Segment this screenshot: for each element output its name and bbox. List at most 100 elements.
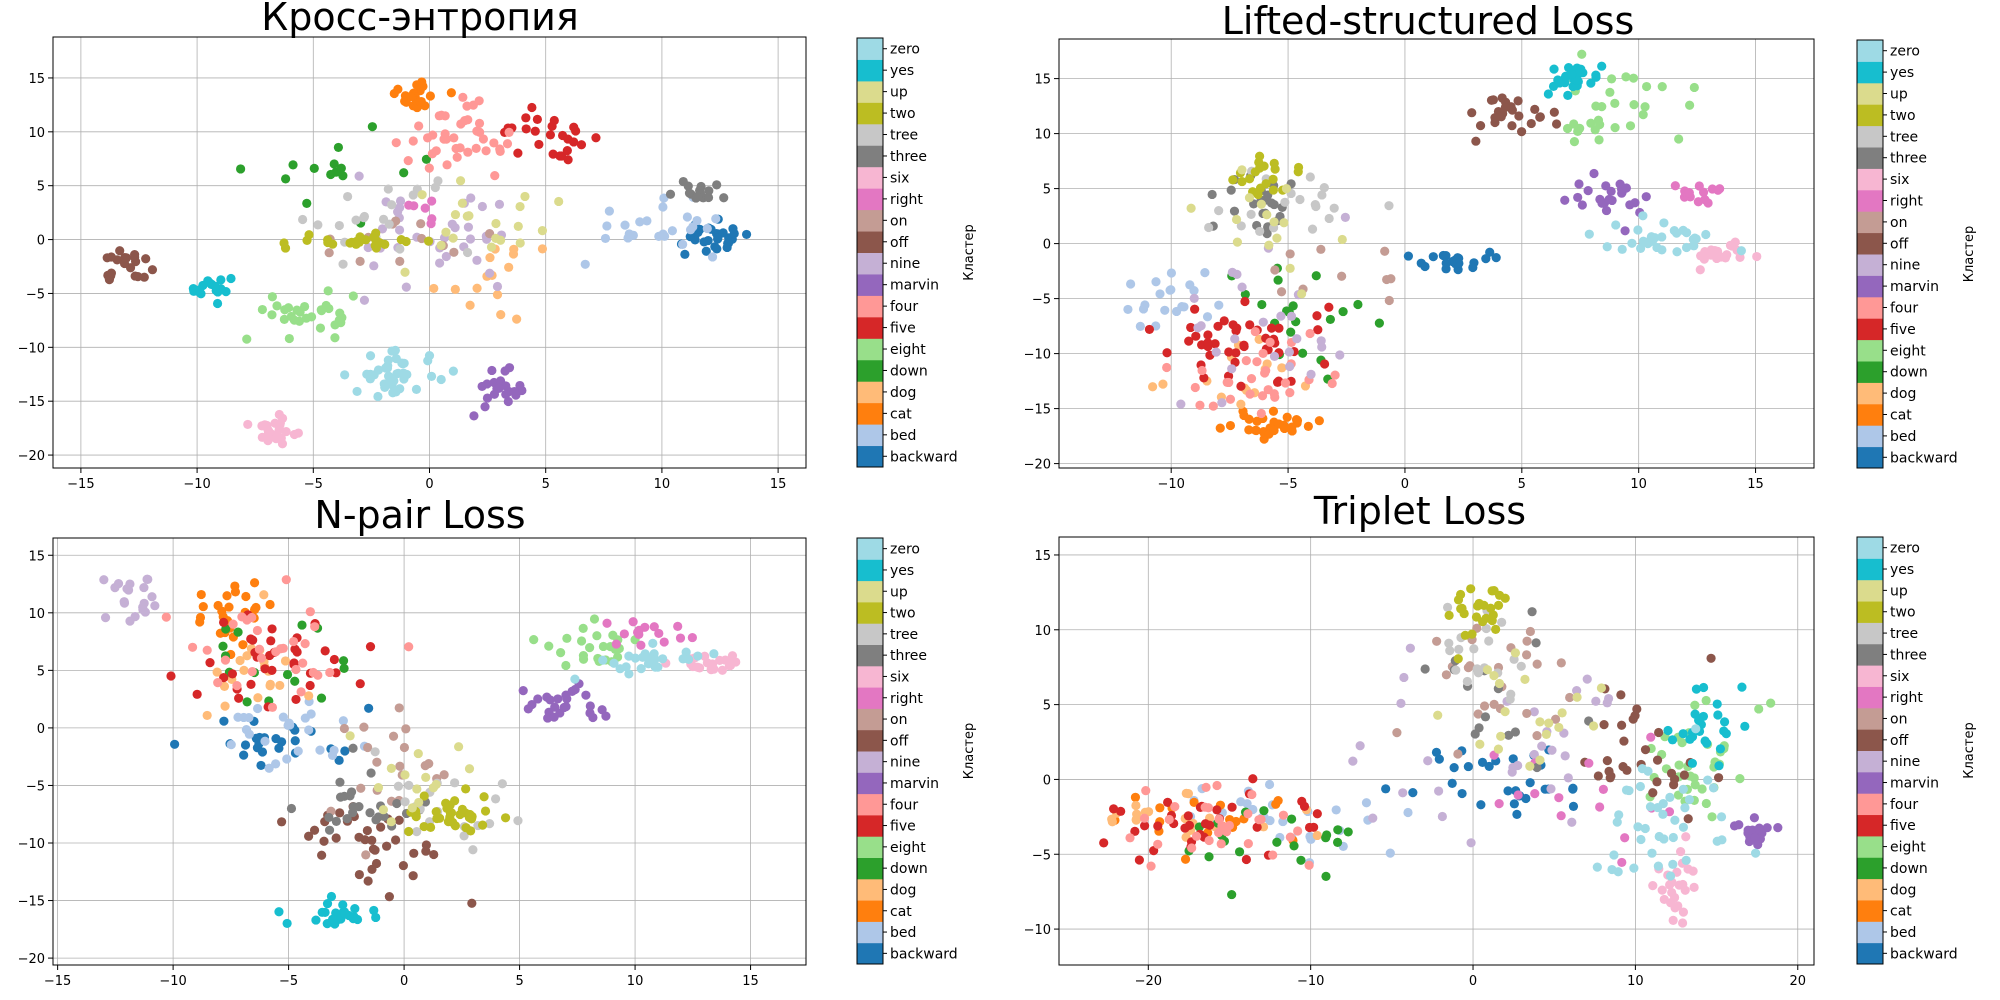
point-marvin xyxy=(523,704,533,714)
point-nine xyxy=(1227,364,1237,374)
point-eight xyxy=(301,313,311,323)
point-tree xyxy=(313,220,323,230)
point-marvin xyxy=(1597,198,1607,208)
point-two xyxy=(1488,610,1498,620)
point-cat xyxy=(230,587,241,597)
point-backward xyxy=(1525,778,1535,788)
point-marvin xyxy=(1734,820,1744,830)
point-six xyxy=(1689,882,1699,892)
point-eight xyxy=(1735,774,1745,784)
point-down xyxy=(1259,806,1269,816)
point-five xyxy=(305,680,315,691)
point-six xyxy=(707,659,718,669)
point-bed xyxy=(620,220,630,230)
colorbar-label: backward xyxy=(1890,946,1958,962)
point-marvin xyxy=(1574,179,1584,189)
point-bed xyxy=(1123,304,1133,315)
point-six xyxy=(1657,885,1667,895)
point-yes xyxy=(326,891,337,902)
point-eight xyxy=(1605,87,1615,97)
point-down xyxy=(302,198,312,209)
colorbar-swatch-off xyxy=(1857,729,1883,751)
point-zero xyxy=(381,363,391,373)
colorbar-label: tree xyxy=(890,627,918,643)
point-eight xyxy=(585,643,595,653)
point-zero xyxy=(609,658,619,668)
point-tree xyxy=(1305,172,1315,182)
point-yes xyxy=(1740,721,1750,731)
point-eight xyxy=(1685,100,1695,110)
point-two xyxy=(1474,598,1484,609)
point-up xyxy=(1510,648,1521,658)
point-five xyxy=(1324,302,1334,312)
point-five xyxy=(1162,348,1172,358)
point-off xyxy=(130,250,140,260)
x-tick-label: 0 xyxy=(425,477,433,492)
point-two xyxy=(1237,176,1247,187)
colorbar-label: off xyxy=(1890,733,1909,749)
point-off xyxy=(391,835,401,845)
point-bed xyxy=(1331,805,1341,815)
point-zero xyxy=(1636,834,1646,845)
point-zero xyxy=(1736,246,1746,256)
point-nine xyxy=(1567,817,1577,827)
colorbar: backward bed cat dog down eight five four marvin… xyxy=(856,37,977,468)
point-four xyxy=(490,171,500,181)
point-on xyxy=(1550,714,1561,724)
point-yes xyxy=(1687,758,1697,768)
point-five xyxy=(1144,324,1155,335)
point-backward xyxy=(701,246,711,256)
point-five xyxy=(1297,796,1307,806)
point-four xyxy=(1212,780,1222,791)
point-nine xyxy=(450,223,460,233)
point-four xyxy=(1191,831,1202,841)
point-dog xyxy=(472,283,482,293)
point-two xyxy=(1466,584,1476,594)
point-tree xyxy=(378,214,389,224)
colorbar-label: five xyxy=(1890,818,1916,834)
point-zero xyxy=(379,379,389,389)
point-down xyxy=(1287,814,1297,824)
point-bed xyxy=(1385,848,1395,858)
point-dog xyxy=(429,283,439,294)
y-tick-label: 10 xyxy=(1034,128,1051,143)
point-on xyxy=(417,233,427,244)
point-nine xyxy=(1423,756,1433,766)
point-four xyxy=(502,139,513,149)
point-eight xyxy=(1690,700,1700,710)
point-off xyxy=(121,253,132,263)
point-three xyxy=(342,814,352,824)
point-five xyxy=(1203,338,1213,348)
point-backward xyxy=(1509,799,1519,809)
point-four xyxy=(424,163,434,173)
point-tree xyxy=(1484,636,1494,646)
point-six xyxy=(1752,251,1762,262)
point-four xyxy=(1162,362,1172,373)
point-six xyxy=(1700,246,1710,257)
point-marvin xyxy=(1754,824,1764,834)
point-five xyxy=(1134,855,1144,865)
point-tree xyxy=(1444,638,1454,648)
point-off xyxy=(1713,773,1724,783)
point-right xyxy=(409,201,419,211)
point-up xyxy=(486,242,497,252)
point-zero xyxy=(352,386,362,397)
point-bed xyxy=(271,759,281,769)
point-six xyxy=(1688,866,1698,876)
point-dog xyxy=(1107,814,1117,824)
point-backward xyxy=(1457,788,1467,799)
point-eight xyxy=(598,641,609,652)
point-two xyxy=(1270,164,1280,174)
point-four xyxy=(228,619,238,629)
point-backward xyxy=(1503,786,1513,796)
point-down xyxy=(421,154,432,164)
colorbar-label: tree xyxy=(1890,129,1918,145)
point-two xyxy=(1491,624,1501,634)
point-on xyxy=(1525,626,1535,637)
point-backward xyxy=(713,234,723,244)
point-on xyxy=(401,724,411,734)
point-four xyxy=(1304,860,1314,870)
point-cat xyxy=(1238,406,1248,416)
point-four xyxy=(1190,382,1200,393)
point-zero xyxy=(1670,815,1680,825)
